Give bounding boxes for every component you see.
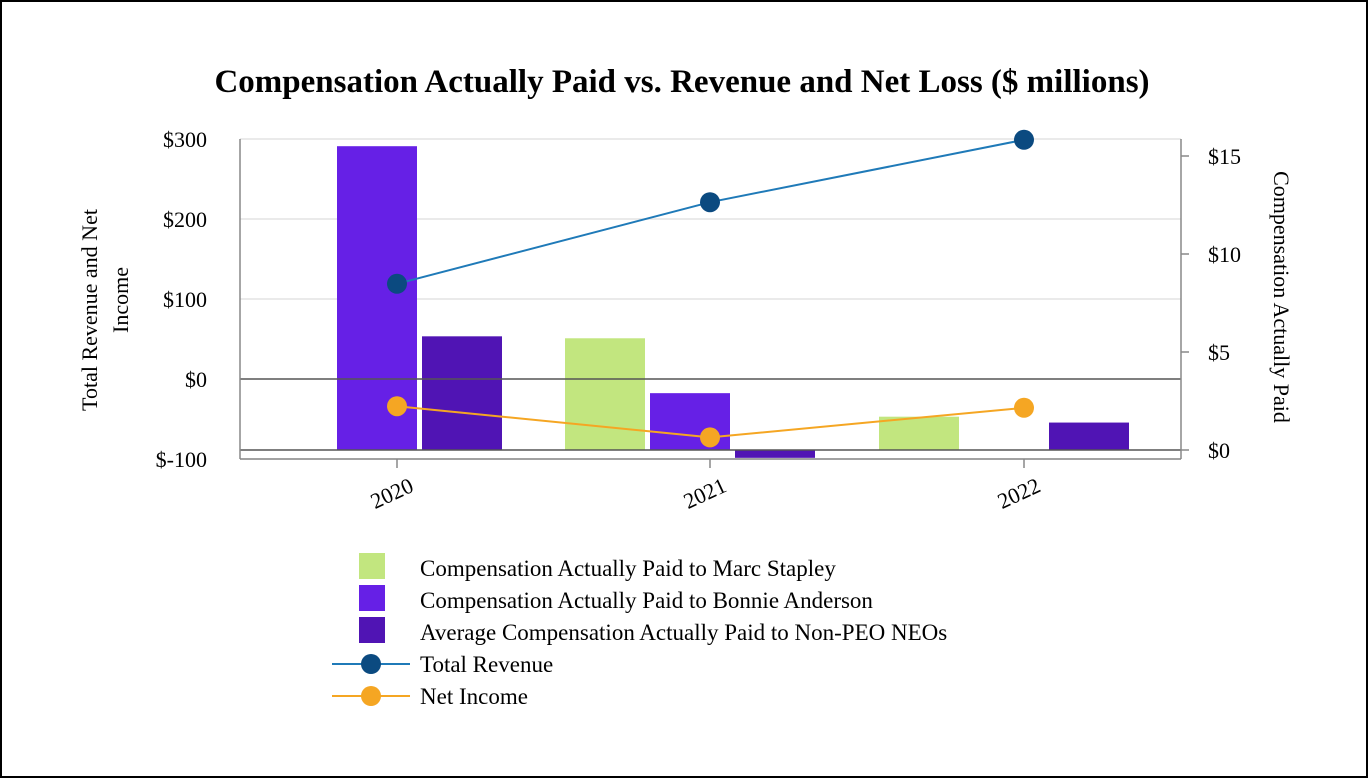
right-tick-label: $5: [1208, 340, 1230, 365]
axis-labels: $300 $200 $100 $0 $-100 $15 $10 $5 $0 2020 2021 202…: [77, 127, 1294, 514]
left-tick-label: $200: [163, 207, 207, 232]
legend-marker-net-income: [361, 686, 381, 706]
legend-label: Compensation Actually Paid to Marc Stapl…: [420, 556, 836, 581]
left-tick-label: $300: [163, 127, 207, 152]
right-tick-label: $0: [1208, 438, 1230, 463]
bar-stapley-2022: [879, 416, 959, 450]
legend-swatch-stapley: [359, 553, 385, 579]
x-tick-label-2021: 2021: [680, 473, 730, 514]
chart-title: Compensation Actually Paid vs. Revenue a…: [214, 64, 1149, 100]
left-axis-title-line-1: Total Revenue and Net: [77, 209, 102, 411]
bar-non-peo-2020: [422, 336, 502, 450]
bar-non-peo-2021: [735, 450, 815, 458]
right-tick-label: $10: [1208, 242, 1241, 267]
legend-label: Compensation Actually Paid to Bonnie And…: [420, 588, 873, 613]
left-tick-label: $100: [163, 287, 207, 312]
x-tick-label-2020: 2020: [367, 473, 417, 514]
left-tick-label: $-100: [156, 447, 207, 472]
legend: Compensation Actually Paid to Marc Stapl…: [332, 553, 947, 709]
net-income-point-2020: [387, 396, 407, 417]
total-revenue-point-2022: [1014, 129, 1034, 150]
left-tick-label: $0: [185, 367, 207, 392]
bar-stapley-2021: [565, 338, 645, 450]
bar-non-peo-2022: [1049, 422, 1129, 450]
legend-swatch-anderson: [359, 585, 385, 611]
right-axis-title: Compensation Actually Paid: [1269, 171, 1294, 423]
legend-swatch-non-peo: [359, 617, 385, 643]
right-tick-label: $15: [1208, 144, 1241, 169]
total-revenue-point-2021: [700, 192, 720, 213]
lines: [387, 129, 1034, 448]
bars: [337, 146, 1129, 458]
legend-marker-total-revenue: [361, 654, 381, 674]
legend-label: Total Revenue: [420, 652, 553, 677]
legend-label: Average Compensation Actually Paid to No…: [420, 620, 947, 645]
x-tick-label-2022: 2022: [994, 473, 1044, 514]
total-revenue-point-2020: [387, 273, 407, 294]
legend-label: Net Income: [420, 684, 528, 709]
net-income-point-2022: [1014, 397, 1034, 418]
axes: [239, 139, 1189, 468]
left-axis-title-line-2: Income: [108, 267, 133, 333]
net-income-point-2021: [700, 427, 720, 448]
